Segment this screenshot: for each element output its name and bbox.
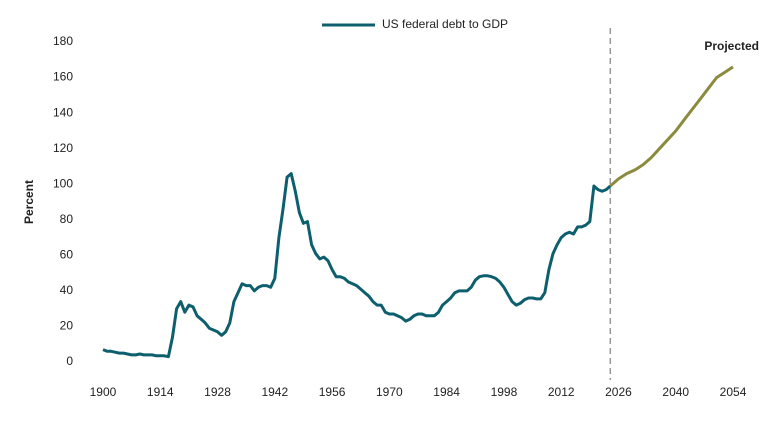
y-tick-label: 80: [60, 212, 74, 226]
y-tick-label: 0: [66, 354, 73, 368]
x-tick-label: 1942: [261, 385, 288, 399]
y-tick-label: 160: [53, 70, 73, 84]
series-line: [102, 172, 612, 359]
y-tick-label: 120: [53, 141, 73, 155]
x-tick-label: 1900: [90, 385, 117, 399]
x-tick-label: 1928: [204, 385, 231, 399]
x-tick-label: 2040: [662, 385, 689, 399]
y-axis-label: Percent: [22, 180, 36, 224]
x-tick-label: 1984: [433, 385, 460, 399]
series-line: [609, 65, 734, 188]
legend-label: US federal debt to GDP: [382, 17, 508, 31]
y-tick-label: 180: [53, 34, 73, 48]
x-tick-label: 1914: [147, 385, 174, 399]
y-tick-label: 40: [60, 283, 74, 297]
y-tick-label: 60: [60, 248, 74, 262]
y-tick-label: 100: [53, 176, 73, 190]
x-tick-label: 1970: [376, 385, 403, 399]
x-tick-label: 1956: [319, 385, 346, 399]
x-tick-label: 1998: [491, 385, 518, 399]
y-tick-label: 20: [60, 319, 74, 333]
x-tick-label: 2054: [720, 385, 747, 399]
annotation: Projected: [704, 39, 759, 53]
y-tick-label: 140: [53, 105, 73, 119]
x-tick-label: 2012: [548, 385, 575, 399]
x-tick-label: 2026: [605, 385, 632, 399]
